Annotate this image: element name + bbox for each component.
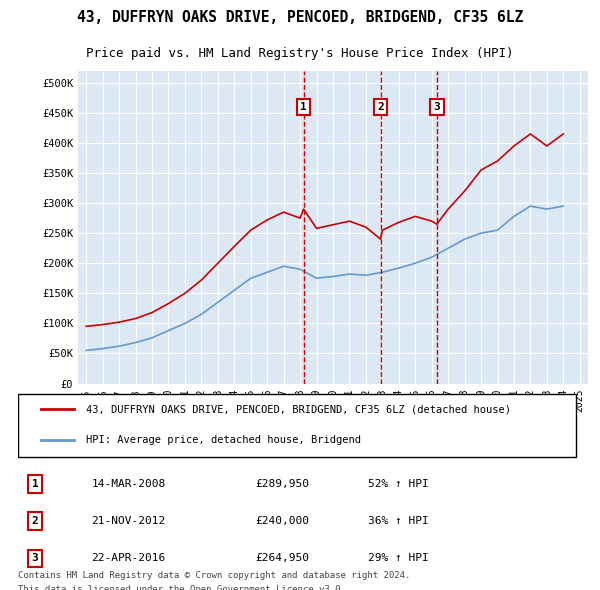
Text: 43, DUFFRYN OAKS DRIVE, PENCOED, BRIDGEND, CF35 6LZ: 43, DUFFRYN OAKS DRIVE, PENCOED, BRIDGEN… [77, 10, 523, 25]
Text: 29% ↑ HPI: 29% ↑ HPI [368, 553, 428, 563]
Text: 52% ↑ HPI: 52% ↑ HPI [368, 479, 428, 489]
Text: 21-NOV-2012: 21-NOV-2012 [91, 516, 166, 526]
Text: 43, DUFFRYN OAKS DRIVE, PENCOED, BRIDGEND, CF35 6LZ (detached house): 43, DUFFRYN OAKS DRIVE, PENCOED, BRIDGEN… [86, 404, 511, 414]
Text: This data is licensed under the Open Government Licence v3.0.: This data is licensed under the Open Gov… [18, 585, 346, 590]
FancyBboxPatch shape [18, 394, 577, 457]
Text: 22-APR-2016: 22-APR-2016 [91, 553, 166, 563]
Text: HPI: Average price, detached house, Bridgend: HPI: Average price, detached house, Brid… [86, 435, 361, 445]
Text: 2: 2 [377, 102, 384, 112]
Text: £240,000: £240,000 [255, 516, 309, 526]
Text: 1: 1 [32, 479, 38, 489]
Text: 3: 3 [433, 102, 440, 112]
Text: 1: 1 [300, 102, 307, 112]
Text: Price paid vs. HM Land Registry's House Price Index (HPI): Price paid vs. HM Land Registry's House … [86, 47, 514, 60]
Text: 14-MAR-2008: 14-MAR-2008 [91, 479, 166, 489]
Text: £264,950: £264,950 [255, 553, 309, 563]
Text: 3: 3 [32, 553, 38, 563]
Text: £289,950: £289,950 [255, 479, 309, 489]
Text: 2: 2 [32, 516, 38, 526]
Text: Contains HM Land Registry data © Crown copyright and database right 2024.: Contains HM Land Registry data © Crown c… [18, 571, 410, 580]
Text: 36% ↑ HPI: 36% ↑ HPI [368, 516, 428, 526]
